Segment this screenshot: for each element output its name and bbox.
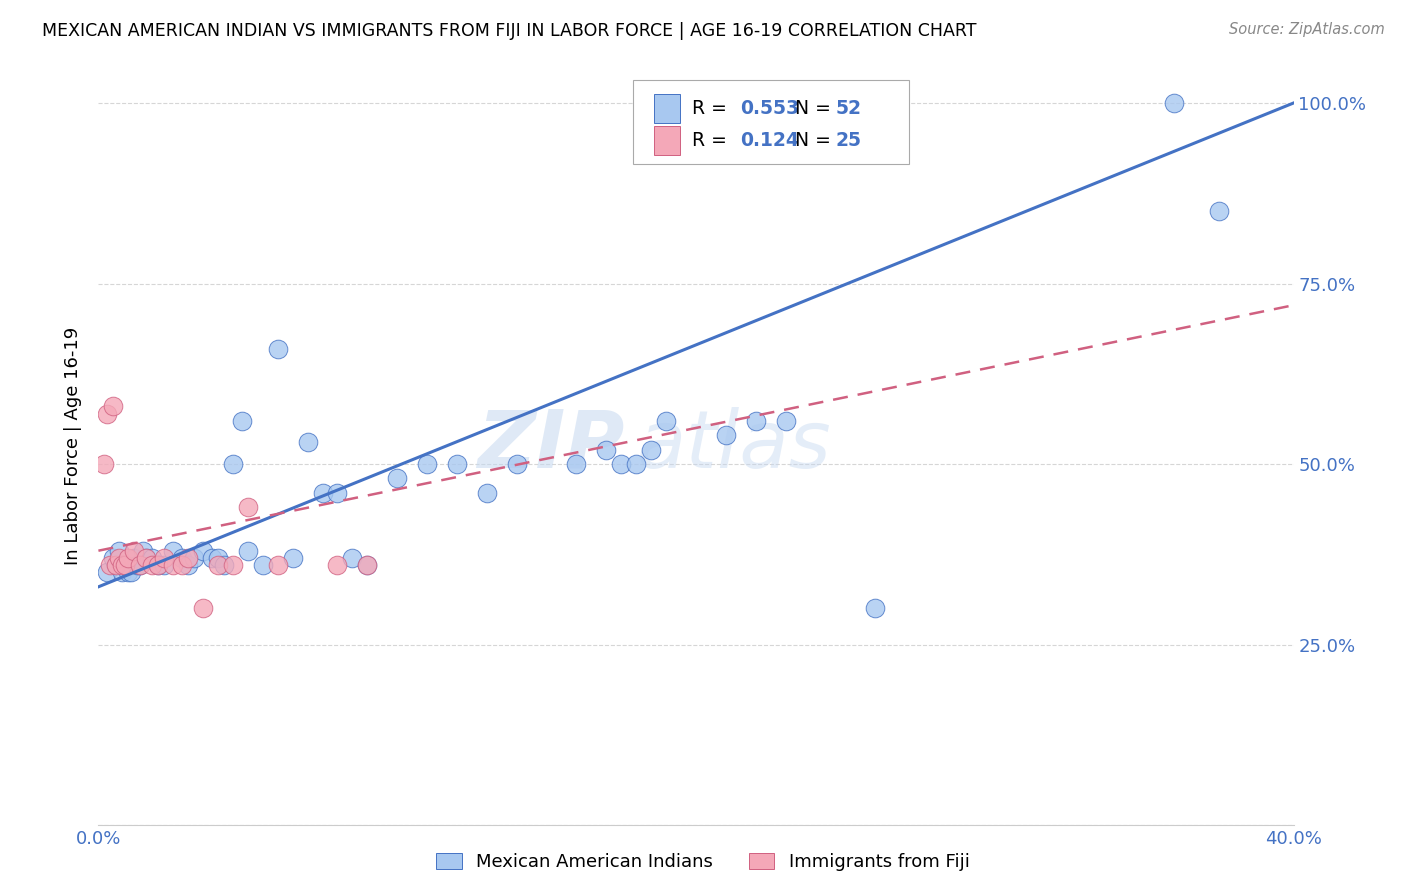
Point <box>105 558 128 573</box>
Point <box>1208 204 1230 219</box>
Text: MEXICAN AMERICAN INDIAN VS IMMIGRANTS FROM FIJI IN LABOR FORCE | AGE 16-19 CORRE: MEXICAN AMERICAN INDIAN VS IMMIGRANTS FR… <box>42 22 977 40</box>
Point <box>222 558 245 573</box>
Point <box>108 550 131 565</box>
Point <box>162 543 184 558</box>
Point <box>96 407 118 421</box>
Point <box>135 550 157 565</box>
Text: 25: 25 <box>835 131 862 150</box>
Point <box>267 558 290 573</box>
Point <box>183 550 205 565</box>
Point <box>172 558 194 573</box>
Text: 0.553: 0.553 <box>740 99 800 118</box>
Point <box>132 543 155 558</box>
Point <box>222 457 245 471</box>
Point <box>201 550 224 565</box>
Text: N =: N = <box>796 131 837 150</box>
Point <box>191 601 214 615</box>
Point <box>252 558 274 573</box>
Point <box>267 342 290 356</box>
Point <box>745 414 768 428</box>
Point <box>610 457 633 471</box>
Point <box>114 558 136 573</box>
Point <box>595 442 617 457</box>
Point <box>356 558 378 573</box>
Point <box>207 558 229 573</box>
Y-axis label: In Labor Force | Age 16-19: In Labor Force | Age 16-19 <box>65 326 83 566</box>
Point <box>297 435 319 450</box>
Point <box>281 550 304 565</box>
Point <box>475 486 498 500</box>
Point <box>98 558 122 573</box>
Point <box>177 550 200 565</box>
Point <box>111 566 134 580</box>
Point <box>93 457 115 471</box>
Legend: Mexican American Indians, Immigrants from Fiji: Mexican American Indians, Immigrants fro… <box>429 846 977 879</box>
Point <box>385 471 409 485</box>
Point <box>865 601 887 615</box>
Point <box>124 543 146 558</box>
Point <box>153 550 176 565</box>
Point <box>565 457 588 471</box>
Point <box>212 558 235 573</box>
Point <box>111 558 134 573</box>
Point <box>446 457 468 471</box>
Point <box>141 558 163 573</box>
Point <box>103 399 125 413</box>
Point <box>117 566 139 580</box>
Point <box>311 486 333 500</box>
Point <box>326 486 349 500</box>
Point <box>714 428 737 442</box>
Text: 0.124: 0.124 <box>740 131 799 150</box>
Text: ZIP: ZIP <box>477 407 624 485</box>
Point <box>103 550 125 565</box>
Point <box>416 457 439 471</box>
Point <box>506 457 529 471</box>
Point <box>117 550 139 565</box>
Point <box>153 558 176 573</box>
Point <box>105 558 128 573</box>
Point <box>124 550 146 565</box>
Point <box>129 558 152 573</box>
Point <box>626 457 648 471</box>
Text: N =: N = <box>796 99 837 118</box>
Point <box>162 558 184 573</box>
Point <box>127 558 149 573</box>
Text: R =: R = <box>692 131 734 150</box>
Point <box>191 543 214 558</box>
Point <box>135 550 157 565</box>
Point <box>640 442 662 457</box>
Point <box>148 558 170 573</box>
FancyBboxPatch shape <box>654 126 681 155</box>
Point <box>96 566 118 580</box>
Point <box>108 543 131 558</box>
Point <box>120 566 142 580</box>
Point <box>207 550 229 565</box>
Text: Source: ZipAtlas.com: Source: ZipAtlas.com <box>1229 22 1385 37</box>
Point <box>326 558 349 573</box>
FancyBboxPatch shape <box>633 79 908 164</box>
Point <box>1163 95 1185 110</box>
Point <box>148 558 170 573</box>
Text: 52: 52 <box>835 99 862 118</box>
Point <box>655 414 678 428</box>
Point <box>129 558 152 573</box>
Point <box>141 550 163 565</box>
Point <box>342 550 364 565</box>
Point <box>356 558 378 573</box>
Point <box>775 414 797 428</box>
Point <box>114 558 136 573</box>
Point <box>177 558 200 573</box>
FancyBboxPatch shape <box>654 95 681 123</box>
Point <box>236 543 259 558</box>
Text: R =: R = <box>692 99 734 118</box>
Point <box>172 550 194 565</box>
Point <box>236 500 259 515</box>
Point <box>231 414 253 428</box>
Text: atlas: atlas <box>637 407 831 485</box>
